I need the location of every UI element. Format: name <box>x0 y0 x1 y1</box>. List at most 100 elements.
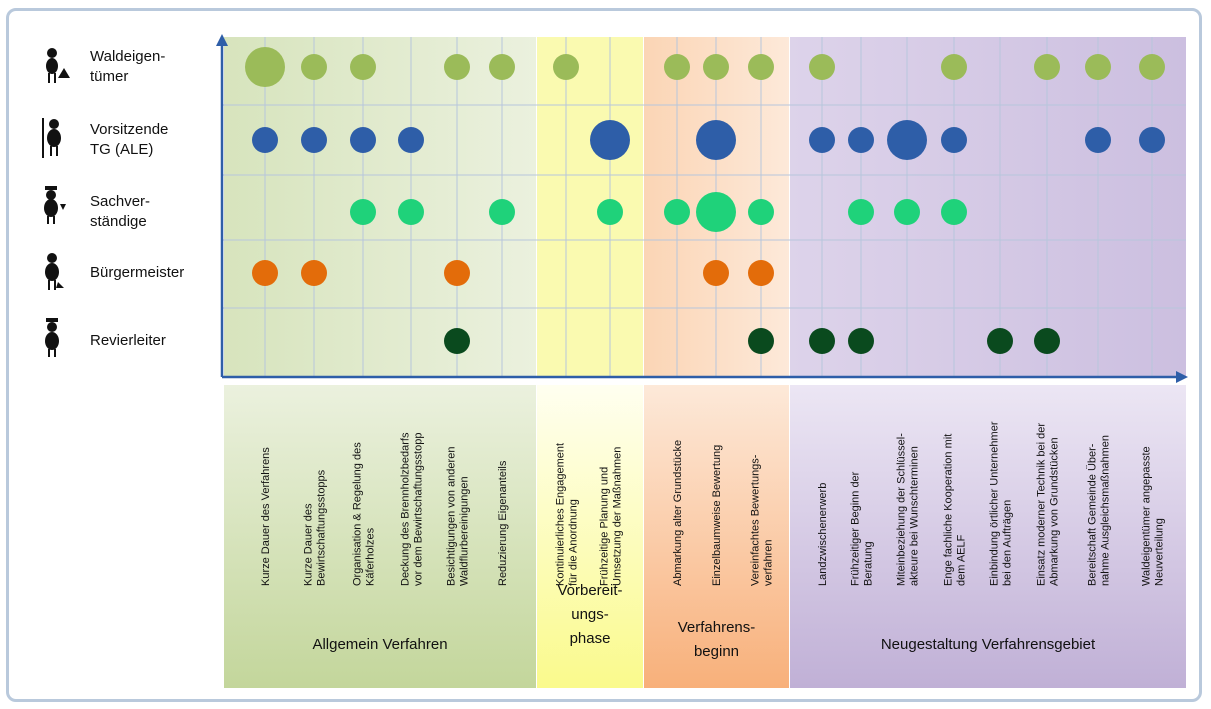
bubble <box>553 54 579 80</box>
bubble <box>245 47 285 87</box>
actor-label: tümer <box>90 68 128 85</box>
bubble <box>941 199 967 225</box>
bubble <box>748 260 774 286</box>
bubble <box>848 127 874 153</box>
frame <box>6 8 1202 702</box>
bubble <box>664 199 690 225</box>
group-label: beginn <box>694 643 739 660</box>
column-label: vor dem Bewirtschaftungsstopp <box>413 433 425 586</box>
group-label: ungs- <box>571 606 609 623</box>
bubble <box>696 192 736 232</box>
bubble <box>301 260 327 286</box>
column-label: Kurze Dauer des <box>303 503 315 586</box>
bubble <box>887 120 927 160</box>
bubble <box>444 328 470 354</box>
column-label: dem AELF <box>956 534 968 586</box>
column-label: bei den Aufträgen <box>1002 500 1014 586</box>
bubble <box>1139 127 1165 153</box>
bubble <box>590 120 630 160</box>
column-label: Landzwischenerwerb <box>817 483 829 586</box>
bubble <box>941 54 967 80</box>
column-label: Abmarkung alter Grundstücke <box>672 440 684 586</box>
column-label: Frühzeitiger Beginn der <box>850 471 862 586</box>
actor-icons <box>42 48 70 357</box>
column-label: Organisation & Regelung des <box>352 442 364 586</box>
phase-panel <box>644 385 789 688</box>
bubble <box>350 54 376 80</box>
column-label: Einbindung örtlicher Unternehmer <box>989 421 1001 586</box>
group-label: Allgemein Verfahren <box>312 636 447 653</box>
content: Waldeigen-tümer Vorsitzende TG (ALE) Sachve… <box>90 47 1166 660</box>
column-label: Einsatz moderner Technik bei der <box>1036 423 1048 586</box>
bubble <box>350 199 376 225</box>
actor-label: Bürgermeister <box>90 264 184 281</box>
bubble <box>350 127 376 153</box>
bubble <box>398 127 424 153</box>
bubble <box>748 199 774 225</box>
column-label: Besichtigungen von anderen <box>446 447 458 586</box>
group-label: Verfahrens- <box>678 619 756 636</box>
bubble <box>252 260 278 286</box>
bubble <box>489 54 515 80</box>
column-label: Deckung des Brennholzbedarfs <box>400 432 412 586</box>
bubble <box>941 127 967 153</box>
column-label: Beratung <box>863 541 875 586</box>
bubble <box>489 199 515 225</box>
bubble <box>748 328 774 354</box>
phase-band <box>224 37 536 377</box>
column-label: Kurze Dauer des Verfahrens <box>260 447 272 586</box>
actor-label: Revierleiter <box>90 332 166 349</box>
column-label: Umsetzung der Maßnahmen <box>612 447 624 586</box>
bubble <box>444 260 470 286</box>
column-label: Neuverteilung <box>1154 518 1166 586</box>
bubble <box>444 54 470 80</box>
phase-panel <box>537 385 643 688</box>
column-label: Reduzierung Eigenanteils <box>497 460 509 586</box>
column-label: Miteinbeziehung der Schlüssel- <box>896 433 908 586</box>
column-label: akteure bei Wunschterminen <box>909 446 921 586</box>
actor-label: ständige <box>90 213 147 230</box>
bubble <box>748 54 774 80</box>
actor-label: TG (ALE) <box>90 141 153 158</box>
bubble <box>1085 127 1111 153</box>
bubble <box>703 260 729 286</box>
column-label: Waldflurbereinigungen <box>459 476 471 586</box>
bubble <box>597 199 623 225</box>
phase-panel <box>790 385 1186 688</box>
bubble <box>664 54 690 80</box>
bubble <box>848 328 874 354</box>
actor-label: Waldeigen- <box>90 48 165 65</box>
column-label: Käferholzes <box>365 527 377 586</box>
group-label: phase <box>570 630 611 647</box>
axes <box>216 34 1188 383</box>
column-label: Bewirtschaftungsstopps <box>316 469 328 586</box>
column-label: verfahren <box>763 540 775 586</box>
column-label: Frühzeitige Planung und <box>599 467 611 586</box>
bubble <box>1034 328 1060 354</box>
bubble <box>703 54 729 80</box>
phase-panel <box>224 385 536 688</box>
bubble <box>301 127 327 153</box>
column-label: Kontinuierliches Engagement <box>555 443 567 586</box>
column-label: Bereitschaft Gemeinde Über- <box>1087 443 1099 586</box>
bubble <box>848 199 874 225</box>
column-label: Enge fachliche Kooperation mit <box>943 434 955 586</box>
bubble <box>398 199 424 225</box>
group-label: Neugestaltung Verfahrensgebiet <box>881 636 1096 653</box>
column-label: Waldeigentümer angepasste <box>1141 446 1153 586</box>
actor-label: Vorsitzende <box>90 121 168 138</box>
bubble <box>301 54 327 80</box>
column-label: für die Anordnung <box>568 499 580 586</box>
column-label: Abmarkung von Grundstücken <box>1049 437 1061 586</box>
bubble <box>987 328 1013 354</box>
actor-label: Sachver- <box>90 193 150 210</box>
bubble <box>1034 54 1060 80</box>
bubble <box>696 120 736 160</box>
bubble <box>809 54 835 80</box>
phase-band <box>537 37 643 377</box>
bubble <box>252 127 278 153</box>
column-label: nahme Ausgleichsmaßnahmen <box>1100 435 1112 586</box>
column-label: Einzelbaumweise Bewertung <box>711 445 723 586</box>
group-label: Vorbereit- <box>557 582 622 599</box>
